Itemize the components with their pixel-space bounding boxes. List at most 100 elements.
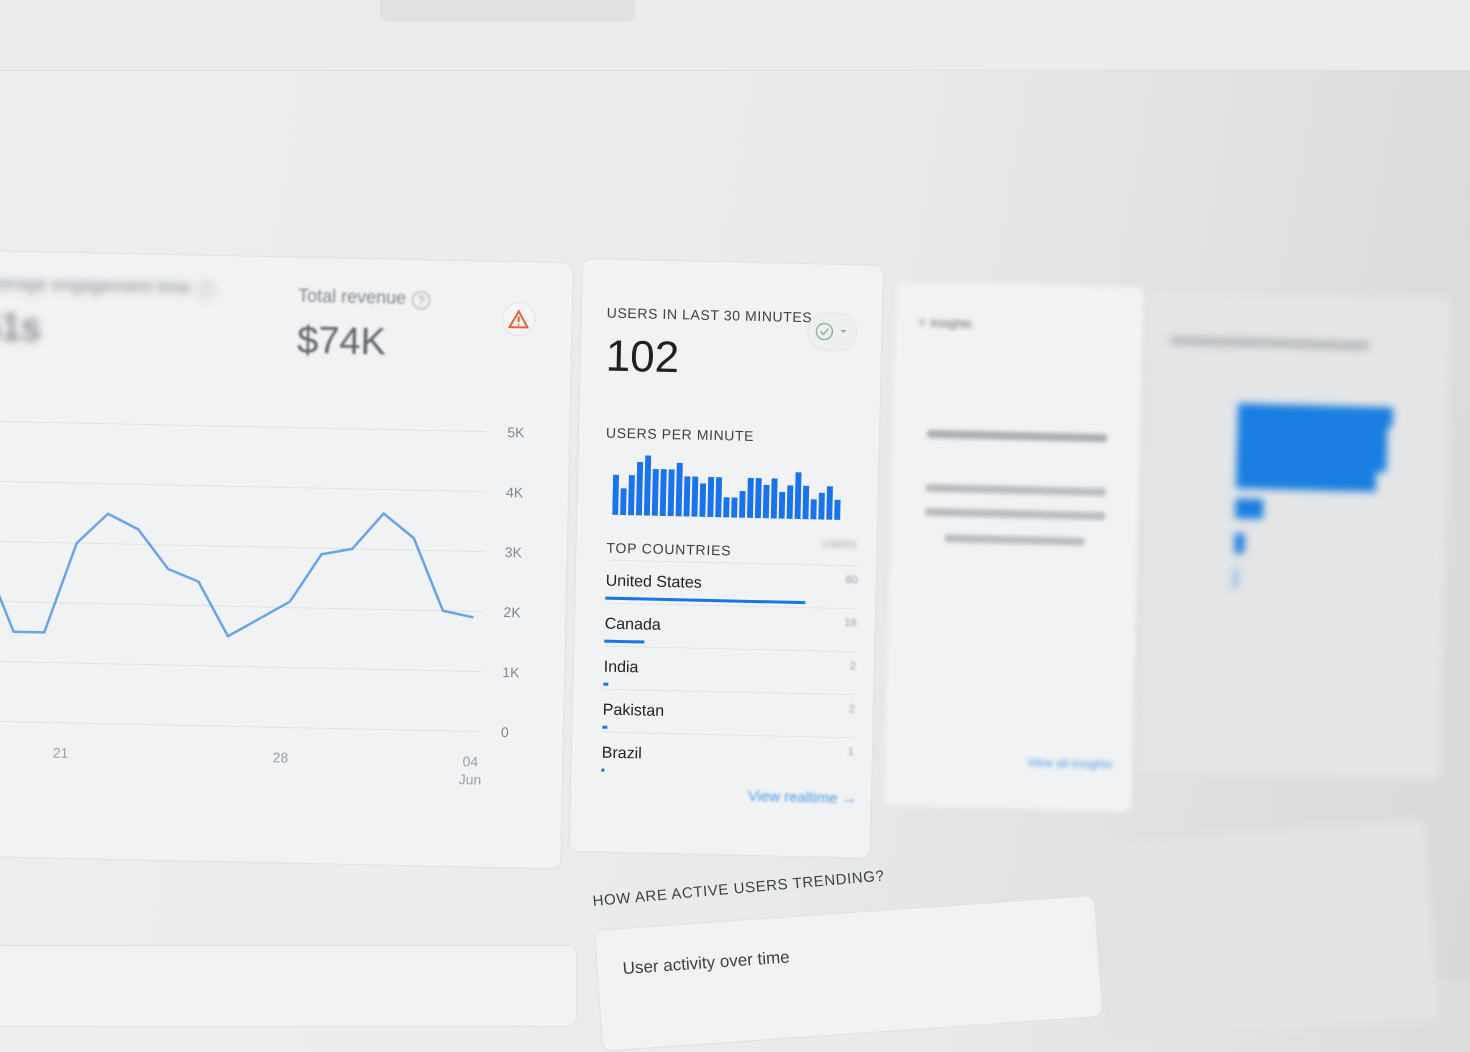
breakdown-bar bbox=[1236, 468, 1376, 492]
insights-card: ✧ Insights View all insights bbox=[882, 280, 1145, 813]
insights-text-placeholder bbox=[927, 430, 1107, 442]
users-per-minute-bar bbox=[810, 499, 816, 519]
users-per-minute-bar bbox=[636, 462, 643, 515]
section-title: HOW ARE ACTIVE USERS TRENDING? bbox=[592, 867, 885, 909]
grid-line bbox=[0, 661, 482, 671]
grid-line bbox=[0, 421, 487, 431]
country-users: 2 bbox=[849, 703, 855, 715]
country-share-bar bbox=[601, 769, 604, 772]
breakdown-bar bbox=[1235, 498, 1264, 519]
revenue-line-chart: 0 1K 2K 3K 4K 5K 21 28 04 Jun bbox=[0, 401, 548, 813]
breakdown-bar bbox=[1233, 568, 1238, 588]
top-bar bbox=[0, 0, 1470, 71]
insights-sparkle-icon: ✧ bbox=[917, 316, 927, 330]
warning-triangle-icon bbox=[502, 303, 535, 336]
realtime-card: USERS IN LAST 30 MINUTES 102 USERS PER M… bbox=[569, 258, 884, 859]
country-users: 80 bbox=[845, 574, 858, 586]
breakdown-card bbox=[1137, 290, 1452, 780]
y-tick-label: 0 bbox=[501, 724, 509, 740]
revenue-line bbox=[0, 505, 476, 641]
country-users: 2 bbox=[850, 660, 856, 672]
country-share-bar bbox=[604, 640, 644, 644]
x-tick-label: 21 bbox=[53, 745, 69, 761]
y-tick-label: 2K bbox=[503, 604, 521, 620]
users-per-minute-bar bbox=[707, 477, 714, 517]
country-share-bar bbox=[603, 683, 608, 686]
engagement-metric-label: Average engagement time? bbox=[0, 273, 215, 299]
country-name: Pakistan bbox=[603, 702, 665, 721]
users-per-minute-bar bbox=[755, 478, 762, 518]
users-per-minute-bar bbox=[795, 472, 802, 519]
country-row[interactable]: Brazil 1 bbox=[601, 732, 854, 782]
users-per-minute-bar bbox=[676, 463, 683, 516]
y-tick-label: 5K bbox=[507, 424, 525, 440]
top-countries-title: TOP COUNTRIES bbox=[606, 540, 731, 559]
grid-line bbox=[0, 721, 481, 731]
users-per-minute-bar bbox=[668, 469, 675, 516]
insights-title: Insights bbox=[930, 316, 972, 331]
compare-dropdown[interactable] bbox=[807, 312, 858, 351]
users-per-minute-bar bbox=[644, 455, 651, 515]
arrow-right-icon: → bbox=[842, 790, 857, 807]
country-name: United States bbox=[605, 573, 701, 593]
users-per-minute-bar bbox=[739, 491, 746, 518]
insights-text-placeholder bbox=[926, 484, 1106, 496]
country-name: Canada bbox=[604, 616, 660, 635]
country-row[interactable]: India 2 bbox=[603, 646, 856, 696]
user-activity-card: User activity over time bbox=[594, 895, 1103, 1052]
engagement-label: Average engagement time bbox=[0, 273, 191, 297]
users-per-minute-bar bbox=[620, 488, 627, 515]
country-share-bar bbox=[602, 726, 607, 729]
y-tick-label: 1K bbox=[502, 664, 520, 680]
question-circle-icon[interactable]: ? bbox=[197, 281, 215, 299]
x-tick-label: 28 bbox=[272, 749, 288, 765]
users-per-minute-bar bbox=[660, 469, 667, 516]
revenue-metric-label: Total revenue? bbox=[298, 286, 430, 310]
realtime-user-count: 102 bbox=[605, 332, 680, 384]
check-circle-icon bbox=[808, 313, 857, 350]
users-per-minute-bar bbox=[731, 497, 737, 517]
question-circle-icon[interactable]: ? bbox=[412, 291, 430, 309]
users-column-header: USERS bbox=[822, 540, 857, 552]
insights-text-placeholder bbox=[925, 508, 1105, 520]
users-per-minute-bar bbox=[652, 469, 659, 516]
insights-header: ✧ Insights bbox=[917, 316, 972, 331]
users-per-minute-bar bbox=[715, 477, 722, 517]
overview-card: Average engagement time? 51s Total reven… bbox=[0, 250, 574, 869]
breakdown-bar bbox=[1234, 533, 1245, 553]
users-per-minute-label: USERS PER MINUTE bbox=[606, 425, 754, 444]
users-per-minute-bar bbox=[779, 492, 786, 519]
country-row[interactable]: Pakistan 2 bbox=[602, 689, 855, 739]
users-per-minute-bar bbox=[699, 483, 706, 516]
grid-line bbox=[0, 481, 486, 491]
users-per-minute-bar bbox=[763, 485, 770, 518]
insights-text-placeholder bbox=[945, 534, 1085, 545]
users-per-minute-bar bbox=[826, 486, 833, 519]
users-per-minute-chart bbox=[612, 450, 854, 525]
users-per-minute-bar bbox=[802, 486, 809, 519]
x-tick-label: 04 bbox=[462, 753, 478, 769]
country-name: India bbox=[604, 659, 639, 678]
country-row[interactable]: Canada 16 bbox=[604, 603, 857, 653]
breakdown-title-placeholder bbox=[1170, 337, 1370, 350]
x-tick-label: Jun bbox=[459, 771, 482, 787]
country-row[interactable]: United States 80 bbox=[605, 560, 858, 610]
user-activity-title: User activity over time bbox=[622, 947, 790, 979]
y-tick-label: 3K bbox=[505, 544, 523, 560]
users-per-minute-bar bbox=[612, 475, 619, 515]
users-per-minute-bar bbox=[834, 500, 840, 520]
y-tick-label: 4K bbox=[506, 484, 524, 500]
search-bar[interactable] bbox=[380, 0, 635, 22]
alert-button[interactable] bbox=[501, 302, 536, 337]
revenue-label: Total revenue bbox=[298, 286, 406, 308]
users-per-minute-bar bbox=[818, 493, 825, 520]
grid-line bbox=[0, 601, 484, 611]
users-per-minute-bar bbox=[628, 475, 635, 515]
country-name: Brazil bbox=[602, 745, 642, 764]
breakdown-bar bbox=[1236, 423, 1387, 472]
realtime-title: USERS IN LAST 30 MINUTES bbox=[607, 305, 813, 326]
view-all-insights-link[interactable]: View all insights bbox=[1027, 755, 1112, 771]
view-realtime-label: View realtime bbox=[748, 788, 838, 807]
users-per-minute-bar bbox=[691, 477, 698, 517]
view-realtime-link[interactable]: View realtime → bbox=[748, 788, 857, 807]
